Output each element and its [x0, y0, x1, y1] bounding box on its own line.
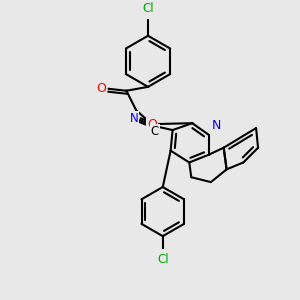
- Text: O: O: [147, 118, 157, 131]
- Text: C: C: [151, 124, 159, 137]
- Text: N: N: [130, 112, 139, 125]
- Text: N: N: [212, 119, 221, 132]
- Text: Cl: Cl: [157, 253, 169, 266]
- Text: Cl: Cl: [142, 2, 154, 15]
- Text: O: O: [96, 82, 106, 95]
